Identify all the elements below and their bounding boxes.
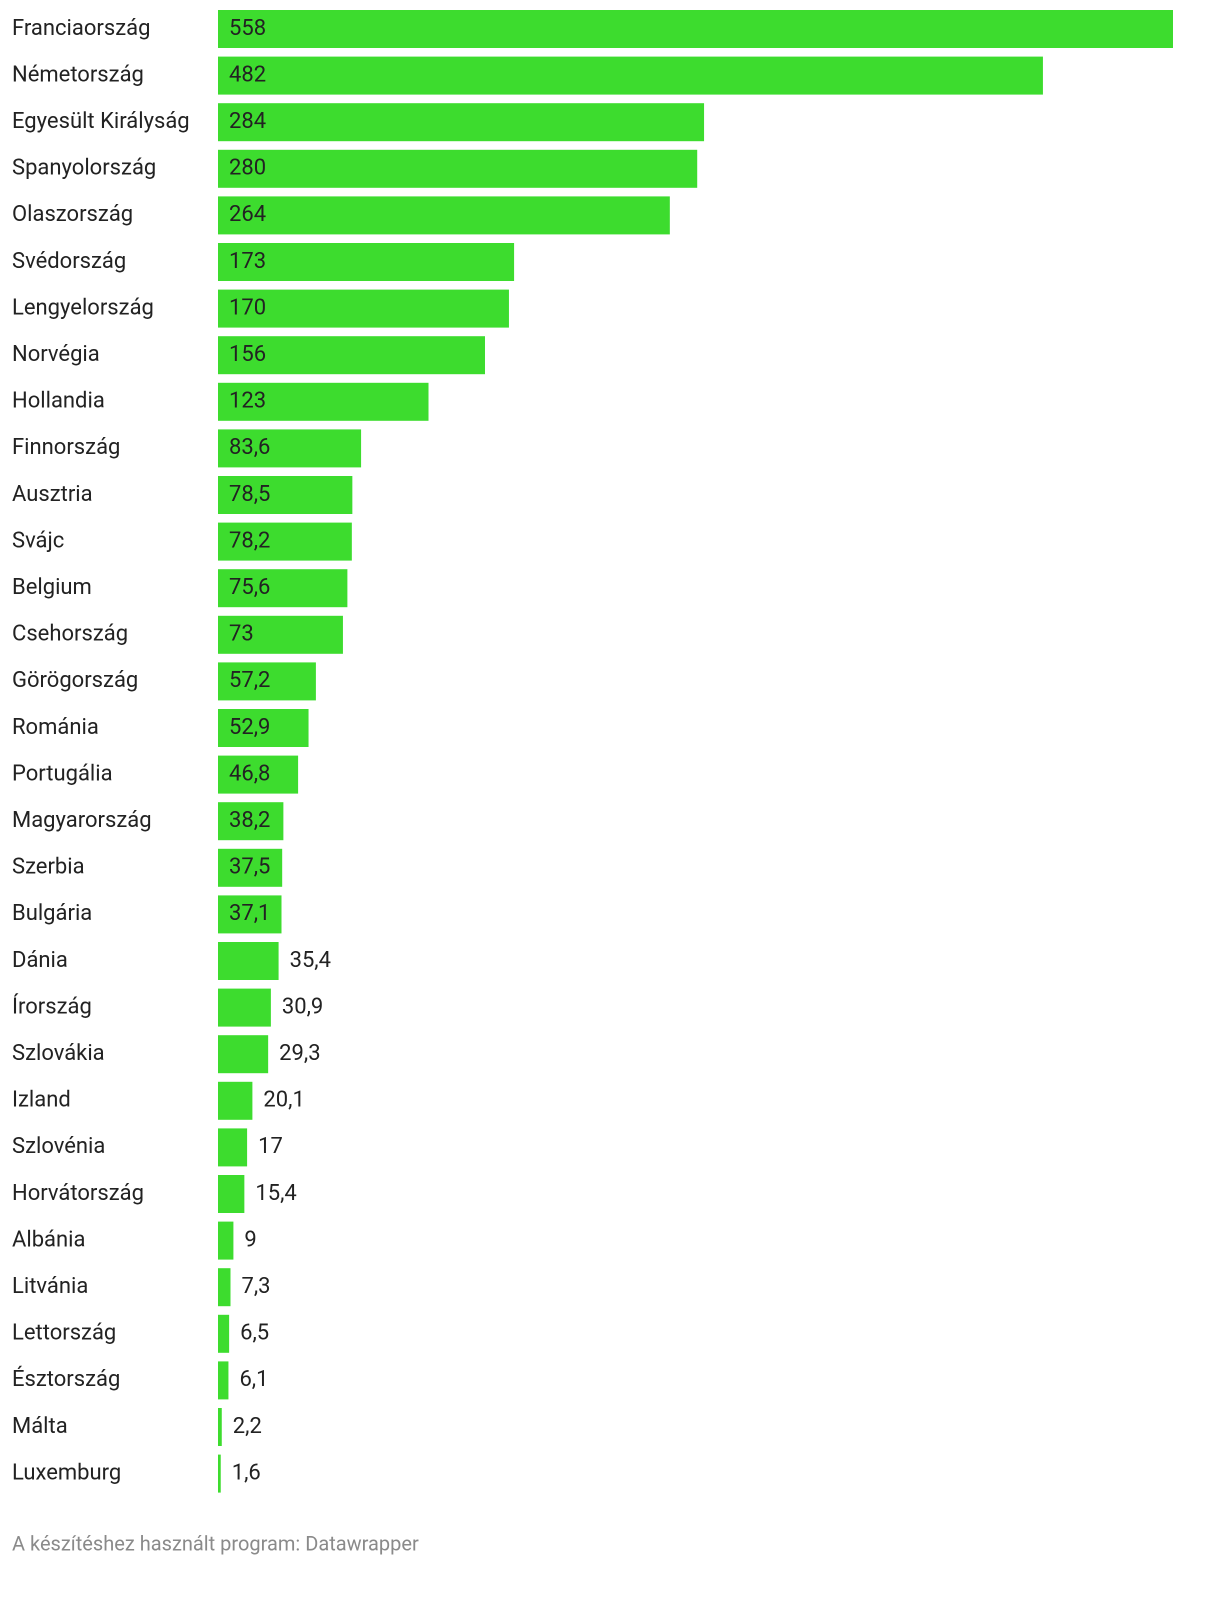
bar xyxy=(218,988,271,1027)
category-label: Norvégia xyxy=(12,342,100,367)
bar xyxy=(218,522,352,561)
category-label: Olaszország xyxy=(12,202,133,227)
bar xyxy=(218,1314,230,1353)
value-label: 1,6 xyxy=(232,1460,261,1485)
value-label: 284 xyxy=(229,109,266,134)
category-label: Lengyelország xyxy=(12,295,154,320)
bar xyxy=(218,1128,248,1167)
value-label: 156 xyxy=(229,342,266,367)
bar xyxy=(218,615,343,654)
bar xyxy=(218,196,670,235)
bar xyxy=(218,1221,234,1260)
bar xyxy=(218,149,698,188)
category-label: Dánia xyxy=(12,948,68,973)
value-label: 558 xyxy=(229,16,266,41)
bar xyxy=(218,1454,221,1493)
value-label: 83,6 xyxy=(229,435,270,460)
bar xyxy=(218,243,515,281)
bar xyxy=(218,289,509,328)
bar xyxy=(218,569,348,608)
category-label: Svájc xyxy=(12,528,64,553)
bar xyxy=(218,942,279,980)
value-label: 46,8 xyxy=(229,761,270,786)
value-label: 78,2 xyxy=(229,528,270,553)
value-label: 57,2 xyxy=(229,668,270,693)
category-label: Spanyolország xyxy=(12,156,156,181)
value-label: 6,5 xyxy=(240,1321,269,1346)
value-label: 37,5 xyxy=(229,855,270,880)
value-label: 29,3 xyxy=(279,1041,320,1066)
value-label: 15,4 xyxy=(255,1181,296,1206)
category-label: Finnország xyxy=(12,435,120,460)
category-label: Románia xyxy=(12,715,99,740)
bar xyxy=(218,1408,222,1446)
category-label: Észtország xyxy=(12,1366,120,1392)
footer: A készítéshez használt program: Datawrap… xyxy=(12,1531,419,1555)
category-label: Luxemburg xyxy=(12,1460,121,1485)
category-label: Szlovákia xyxy=(12,1041,105,1066)
bar xyxy=(218,895,282,934)
value-label: 38,2 xyxy=(229,808,270,833)
value-label: 173 xyxy=(229,249,266,274)
value-label: 264 xyxy=(229,202,266,227)
value-label: 30,9 xyxy=(282,994,323,1019)
category-label: Szlovénia xyxy=(12,1134,105,1159)
category-label: Portugália xyxy=(12,761,113,786)
bar xyxy=(218,709,309,747)
bar xyxy=(218,1175,245,1213)
value-label: 123 xyxy=(229,389,266,414)
bar xyxy=(218,848,283,887)
category-label: Albánia xyxy=(12,1227,86,1252)
category-label: Svédország xyxy=(12,249,126,274)
value-label: 7,3 xyxy=(241,1274,270,1299)
category-label: Németország xyxy=(12,62,144,87)
category-label: Bulgária xyxy=(12,901,92,926)
bar xyxy=(218,476,353,514)
value-label: 37,1 xyxy=(229,901,270,926)
category-label: Horvátország xyxy=(12,1181,144,1206)
value-label: 35,4 xyxy=(290,948,331,973)
category-label: Lettország xyxy=(12,1321,116,1346)
value-label: 170 xyxy=(229,295,266,320)
value-label: 482 xyxy=(229,62,266,87)
value-label: 20,1 xyxy=(263,1088,304,1113)
bar xyxy=(218,1035,269,1074)
bar xyxy=(218,1361,229,1400)
bar xyxy=(218,10,1173,48)
bar xyxy=(218,755,299,794)
value-label: 9 xyxy=(244,1227,256,1252)
category-label: Szerbia xyxy=(12,855,85,880)
bar xyxy=(218,336,485,375)
value-label: 17 xyxy=(258,1134,283,1159)
value-label: 2,2 xyxy=(233,1414,262,1439)
bar xyxy=(218,429,362,468)
bar xyxy=(218,1081,253,1120)
category-label: Egyesült Királyság xyxy=(12,109,190,134)
bar xyxy=(218,662,316,701)
category-label: Görögország xyxy=(12,668,138,693)
category-label: Litvánia xyxy=(12,1274,88,1299)
value-label: 52,9 xyxy=(229,715,270,740)
value-label: 75,6 xyxy=(229,575,270,600)
value-label: 280 xyxy=(229,156,266,181)
value-label: 73 xyxy=(229,622,254,647)
bar xyxy=(218,802,284,841)
value-label: 6,1 xyxy=(239,1367,268,1392)
category-label: Izland xyxy=(12,1088,71,1113)
category-label: Belgium xyxy=(12,575,92,600)
category-label: Magyarország xyxy=(12,808,152,833)
category-label: Ausztria xyxy=(12,482,93,507)
category-label: Hollandia xyxy=(12,389,105,414)
category-label: Franciaország xyxy=(12,16,150,41)
category-label: Írország xyxy=(12,993,92,1019)
value-label: 78,5 xyxy=(229,482,270,507)
bar xyxy=(218,1268,231,1307)
bar xyxy=(218,382,429,421)
category-label: Csehország xyxy=(12,622,128,647)
bar xyxy=(218,56,1043,95)
bar xyxy=(218,103,705,142)
category-label: Málta xyxy=(12,1414,68,1439)
